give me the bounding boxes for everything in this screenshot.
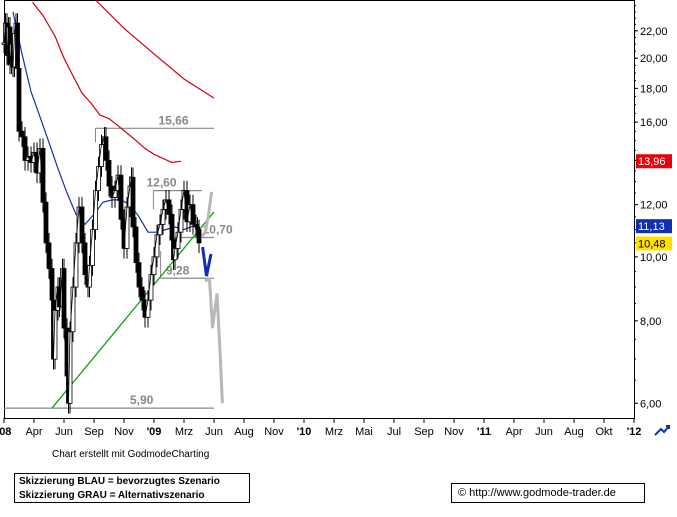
y-tick-label: 6,00 xyxy=(640,398,661,410)
y-tick-label: 8,00 xyxy=(640,316,661,328)
website-link[interactable]: © http://www.godmode-trader.de xyxy=(451,483,645,503)
scenario-gray-up xyxy=(201,191,214,237)
price-badge-label: 11,13 xyxy=(638,221,665,233)
level-label: 10,70 xyxy=(203,222,233,236)
y-tick-label: 18,00 xyxy=(640,83,668,95)
plot-area-frame xyxy=(4,0,635,419)
sma-red-line xyxy=(32,1,182,164)
x-tick-label: Jul xyxy=(387,426,401,438)
level-label: 12,60 xyxy=(147,176,177,190)
x-tick-label: Nov xyxy=(444,426,464,438)
price-badge xyxy=(636,219,672,234)
x-tick-label: Mrz xyxy=(175,426,193,438)
trendline xyxy=(51,211,215,409)
chart-logo-icon xyxy=(653,424,671,437)
y-tick-label: 12,00 xyxy=(640,200,668,212)
x-tick-label: Mrz xyxy=(325,426,343,438)
x-tick-label: Aug xyxy=(234,426,254,438)
legend-gray-text: Skizzierung GRAU = Alternativszenario xyxy=(19,490,205,501)
x-tick-label: Apr xyxy=(25,426,42,438)
x-tick-label: Sep xyxy=(414,426,434,438)
level-label: 5,90 xyxy=(130,393,154,407)
x-tick-label: '11 xyxy=(477,426,491,438)
x-tick-label: Sep xyxy=(84,426,104,438)
x-tick-label: Jun xyxy=(205,426,223,438)
price-line xyxy=(3,23,200,404)
x-tick-label: Mai xyxy=(355,426,373,438)
price-badge xyxy=(636,236,672,251)
x-tick-label: '10 xyxy=(297,426,312,438)
stock-chart: 15,66 12,60 10,70 9,28 5,90 22,00 20,00 18,00 1… xyxy=(0,0,672,438)
price-badge-label: 10,48 xyxy=(638,238,666,250)
x-tick-label: Nov xyxy=(264,426,284,438)
y-tick-label: 10,00 xyxy=(640,252,668,264)
scenario-gray-down xyxy=(204,277,224,404)
scenario-legend: Skizzierung BLAU = bevorzugtes Szenario … xyxy=(14,473,250,503)
x-tick-label: Jun xyxy=(535,426,553,438)
x-tick-label: '12 xyxy=(627,426,642,438)
x-tick-label: '08 xyxy=(0,426,11,438)
scenario-blue xyxy=(201,246,213,277)
x-tick-label: Aug xyxy=(564,426,584,438)
level-label: 15,66 xyxy=(159,113,189,127)
x-tick-label: Apr xyxy=(505,426,522,438)
x-tick-label: Okt xyxy=(595,426,612,438)
legend-blue-text: Skizzierung BLAU = bevorzugtes Szenario xyxy=(19,476,220,487)
price-badge-label: 13,96 xyxy=(638,156,666,168)
level-label: 9,28 xyxy=(166,263,190,277)
y-tick-label: 20,00 xyxy=(640,53,668,65)
y-tick-label: 22,00 xyxy=(640,26,668,38)
y-tick-label: 16,00 xyxy=(640,117,668,129)
x-tick-label: Jun xyxy=(55,426,73,438)
x-tick-label: '09 xyxy=(147,426,162,438)
sma-red-far-line xyxy=(95,0,215,99)
price-badge xyxy=(636,154,672,169)
x-tick-label: Nov xyxy=(114,426,134,438)
chart-credit: Chart erstellt mit GodmodeCharting xyxy=(52,449,210,460)
